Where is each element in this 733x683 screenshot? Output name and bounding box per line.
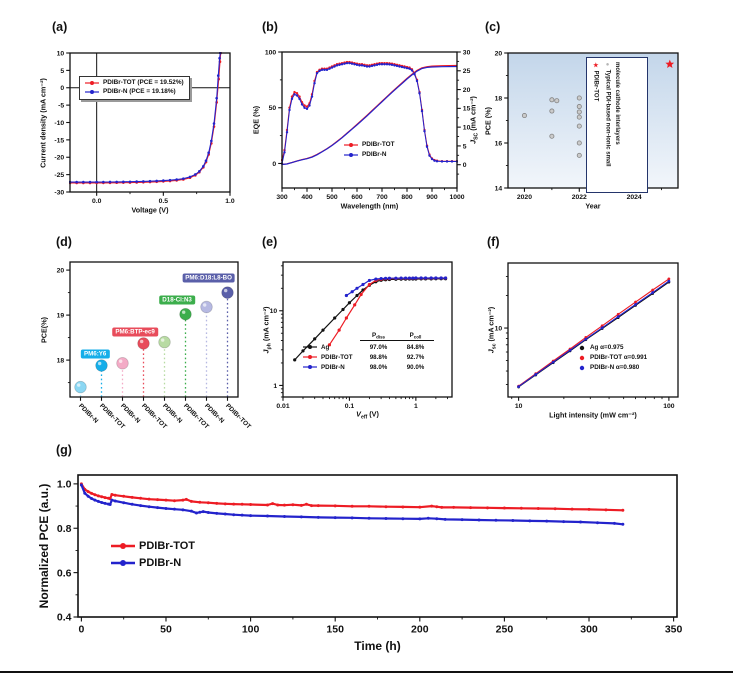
panel-e-tag: (e) [262,235,278,249]
svg-text:100: 100 [242,624,260,636]
svg-text:25: 25 [463,68,471,75]
svg-text:10: 10 [463,125,471,132]
svg-text:18: 18 [495,95,503,102]
panel-a: 0.0 0.5 1.0 -30 -25 -20 -15 -10 -5 0 5 10 [54,50,235,205]
series-eqe-pdibr-tot [281,60,458,163]
svg-text:0: 0 [272,161,276,168]
svg-text:250: 250 [496,624,514,636]
svg-text:400: 400 [301,194,313,201]
svg-text:PDIBr-N: PDIBr-N [77,402,100,425]
bottom-rule [0,671,733,673]
series-ag [293,277,448,362]
svg-text:5: 5 [60,68,64,75]
svg-text:0.1: 0.1 [345,403,355,410]
panel-f: 10 100 10 [495,262,679,410]
series-pdibr-n [69,52,222,184]
svg-text:1.0: 1.0 [225,198,235,205]
svg-text:0.6: 0.6 [57,567,72,579]
svg-text:2022: 2022 [572,194,587,201]
panel-f-tag: (f) [487,235,500,249]
svg-text:30: 30 [463,49,471,56]
svg-text:18: 18 [57,357,65,364]
svg-text:-30: -30 [54,189,64,196]
panel-d-tag: (d) [56,235,72,249]
svg-text:1000: 1000 [449,194,464,201]
series-integrated-jsc-pdibr-tot [281,64,458,166]
series-pdibr-tot [69,52,222,185]
svg-text:-10: -10 [54,120,64,127]
series-pdibr-tot [327,276,448,347]
svg-text:0: 0 [463,162,467,169]
series-pce-by-interlayer-and-active-layer [74,286,234,397]
svg-text:50: 50 [269,105,277,112]
svg-text:10: 10 [57,50,65,57]
svg-text:2024: 2024 [627,194,642,201]
panel-b-tag: (b) [262,20,278,34]
svg-text:20: 20 [495,50,503,57]
series-pdibr-tot [665,59,675,68]
svg-text:500: 500 [326,194,338,201]
svg-text:14: 14 [495,185,503,192]
svg-text:20: 20 [463,87,471,94]
svg-text:350: 350 [665,624,683,636]
series-pdibr-n [344,276,448,298]
svg-text:1: 1 [414,403,418,410]
svg-text:0.5: 0.5 [159,198,169,205]
svg-text:100: 100 [663,403,675,410]
svg-text:50: 50 [160,624,172,636]
series-integrated-jsc-pdibr-n [281,65,458,166]
svg-text:10: 10 [270,308,278,315]
series-pdibr-n [517,279,671,389]
panel-e: 0.01 0.1 1 1 10 [270,261,453,410]
svg-text:150: 150 [326,624,344,636]
svg-text:600: 600 [351,194,363,201]
svg-text:0.01: 0.01 [276,403,289,410]
svg-text:-5: -5 [58,103,64,110]
svg-text:200: 200 [411,624,429,636]
svg-text:700: 700 [376,194,388,201]
svg-text:20: 20 [57,267,65,274]
svg-text:1.0: 1.0 [57,479,72,491]
svg-text:5: 5 [463,143,467,150]
series-eqe-pdibr-n [281,61,458,165]
svg-text:300: 300 [580,624,598,636]
svg-text:0.8: 0.8 [57,523,72,535]
svg-text:15: 15 [463,106,471,113]
svg-text:0.4: 0.4 [57,612,72,624]
svg-text:100: 100 [265,49,277,56]
svg-text:-15: -15 [54,137,64,144]
svg-text:900: 900 [426,194,438,201]
svg-text:300: 300 [276,194,288,201]
svg-text:0: 0 [78,624,84,636]
svg-text:0: 0 [60,85,64,92]
panel-d: PDIBr-NPDIBr-TOTPDIBr-NPDIBr-TOTPDIBr-NP… [57,261,252,430]
panel-a-tag: (a) [52,20,68,34]
svg-text:16: 16 [495,140,503,147]
svg-text:800: 800 [401,194,413,201]
svg-text:-20: -20 [54,155,64,162]
svg-text:2020: 2020 [517,194,532,201]
svg-text:1: 1 [273,383,277,390]
svg-text:19: 19 [57,312,65,319]
svg-text:10: 10 [495,325,503,332]
svg-text:PDIBr-TOT: PDIBr-TOT [224,402,252,430]
panel-c: 2020 2022 2024 14 16 18 20 [495,50,679,201]
panel-g: 0 50 100 150 200 250 300 350 0.4 0.6 0.8 1.0 [57,474,683,636]
panel-b: 300 400 500 600 700 800 900 1000050100051015202… [265,49,471,201]
svg-text:10: 10 [515,403,523,410]
panel-c-tag: (c) [485,20,501,34]
panel-g-tag: (g) [56,443,72,457]
svg-text:-25: -25 [54,172,64,179]
series-pdibr-n [79,483,625,526]
series-pdibr-tot [79,482,625,512]
svg-text:0.0: 0.0 [92,198,102,205]
